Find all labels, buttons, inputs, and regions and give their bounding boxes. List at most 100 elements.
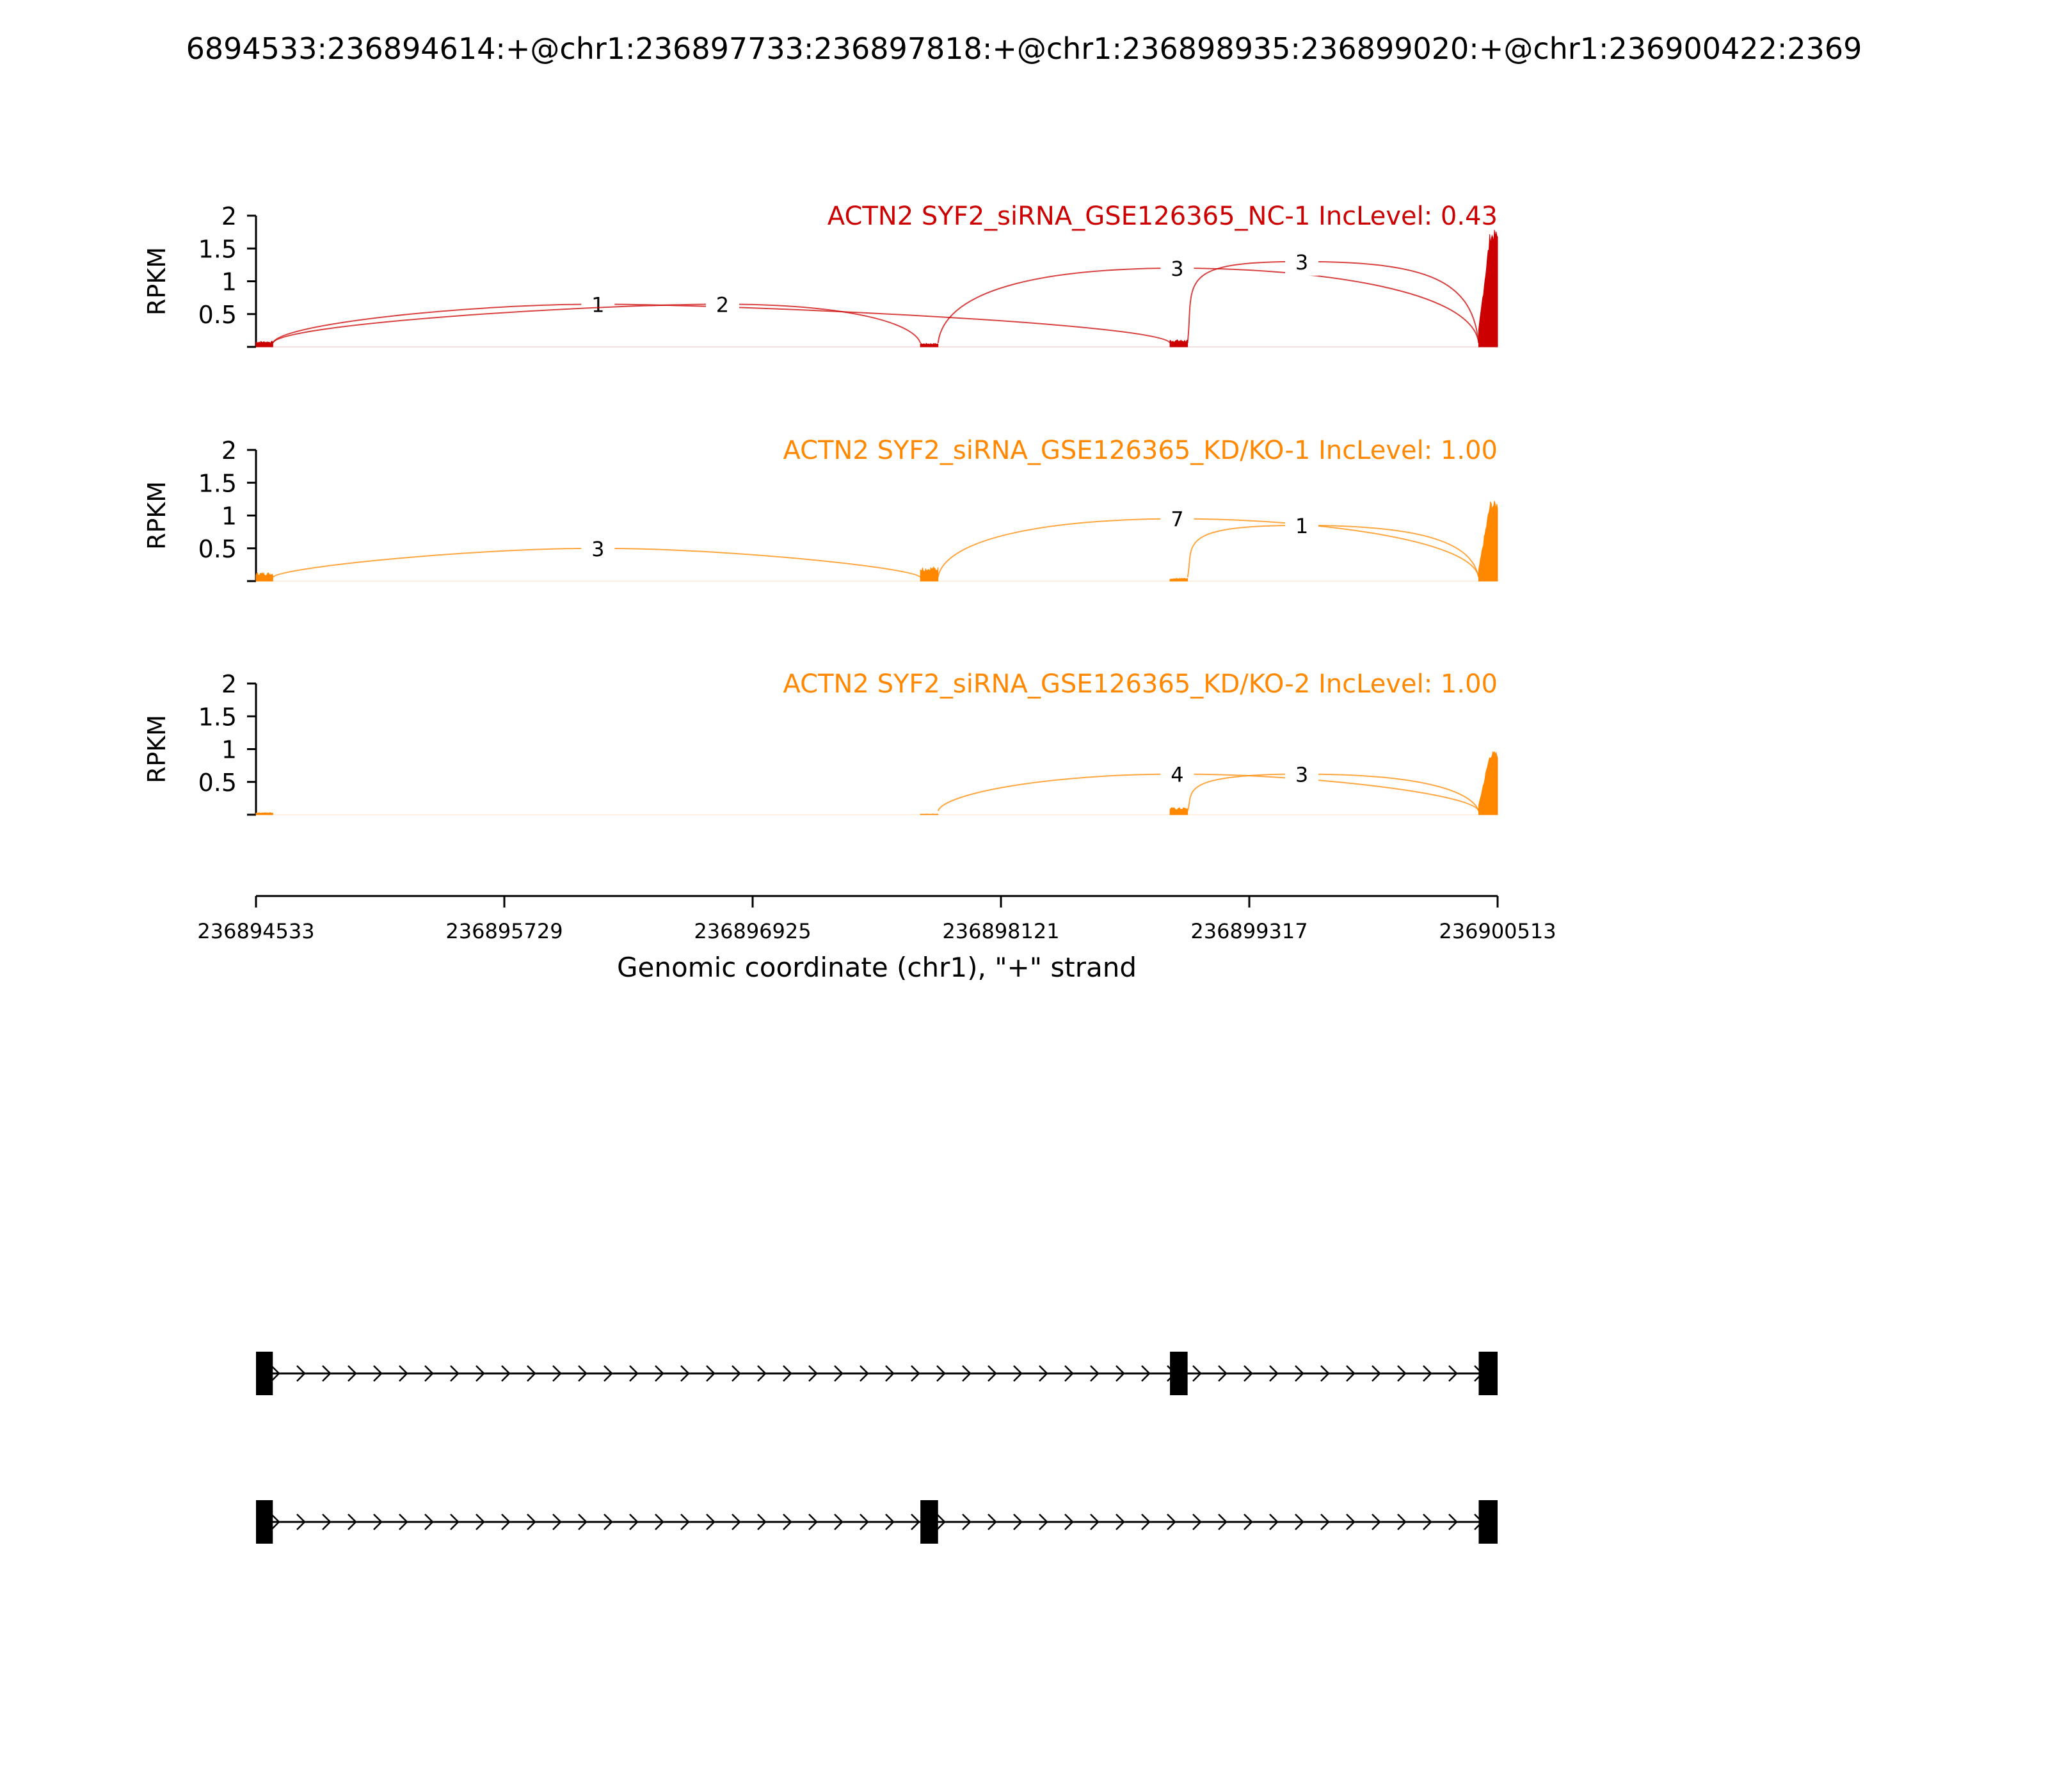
strand-arrow [476, 1365, 485, 1382]
x-axis: 236894533 236895729 236896925 236898121 2368… [197, 895, 1556, 983]
junction-count: 7 [1171, 508, 1183, 532]
strand-arrow [373, 1365, 383, 1382]
strand-arrow [834, 1514, 844, 1530]
coverage-exon-1 [255, 812, 273, 815]
junction-label-bg [1285, 247, 1319, 276]
y-tick-label: 2 [221, 202, 237, 230]
exon-block [256, 1500, 273, 1544]
coverage-exon-2 [920, 566, 939, 582]
junction-label-bg [1285, 511, 1319, 540]
strand-arrow [271, 1514, 280, 1530]
strand-arrow [1141, 1514, 1151, 1530]
coverage-exon-2 [920, 813, 939, 815]
junction-count: 2 [716, 292, 729, 317]
strand-arrow [1397, 1365, 1407, 1382]
strand-arrow [1064, 1514, 1074, 1530]
strand-arrow [629, 1365, 639, 1382]
strand-arrow [424, 1514, 434, 1530]
strand-arrow [1116, 1365, 1125, 1382]
strand-arrow [655, 1365, 664, 1382]
junction-count: 4 [1171, 762, 1183, 787]
strand-arrow [501, 1365, 511, 1382]
exon-block [1478, 1500, 1498, 1544]
strand-arrow [1013, 1365, 1023, 1382]
strand-arrow [1269, 1365, 1279, 1382]
strand-arrow [911, 1514, 920, 1530]
strand-arrow [399, 1365, 408, 1382]
strand-arrow [860, 1514, 869, 1530]
strand-arrow [885, 1514, 895, 1530]
junction-label-bg [1160, 254, 1194, 282]
junction-label-bg [705, 290, 739, 319]
track-title: ACTN2 SYF2_siRNA_GSE126365_KD/KO-2 IncLe… [783, 669, 1498, 699]
strand-arrow [962, 1514, 972, 1530]
strand-arrow [655, 1514, 664, 1530]
coverage-tracks: 0.5 1 1.5 2 RPKM ACTN2 SYF2_siRNA_GSE126365_N… [143, 202, 1498, 816]
strand-arrow [476, 1514, 485, 1530]
strand-arrow [1192, 1365, 1202, 1382]
junction-arc [272, 303, 1171, 344]
strand-arrow [1448, 1365, 1458, 1382]
junction-count: 3 [1171, 257, 1183, 281]
junction-arc [272, 303, 922, 344]
isoform-structures [256, 1352, 1498, 1544]
strand-arrow [578, 1514, 588, 1530]
strand-arrow [399, 1514, 408, 1530]
isoform-2 [256, 1500, 1498, 1544]
strand-arrow [296, 1514, 306, 1530]
x-tick-label: 236899317 [1190, 919, 1308, 943]
strand-arrow [757, 1365, 767, 1382]
strand-arrow [936, 1514, 946, 1530]
coverage-exon-4 [1478, 751, 1498, 815]
exon-block [1478, 1352, 1498, 1395]
strand-arrow [322, 1514, 332, 1530]
strand-arrow [322, 1365, 332, 1382]
strand-arrow [578, 1365, 588, 1382]
strand-arrow [552, 1365, 562, 1382]
strand-arrow [834, 1365, 844, 1382]
junction-arc [937, 518, 1480, 578]
y-tick-label: 2 [221, 436, 237, 465]
strand-arrow [1141, 1365, 1151, 1382]
strand-arrow [1372, 1514, 1381, 1530]
y-tick-label: 0.5 [198, 769, 237, 797]
strand-arrow [1397, 1514, 1407, 1530]
strand-arrow [885, 1365, 895, 1382]
track-2: 0.5 1 1.5 2 RPKM ACTN2 SYF2_siRNA_GSE126365_K… [143, 436, 1498, 582]
strand-arrow [527, 1365, 536, 1382]
track-title: ACTN2 SYF2_siRNA_GSE126365_KD/KO-1 IncLe… [783, 436, 1498, 465]
strand-arrow [1448, 1514, 1458, 1530]
junction-count: 1 [591, 292, 604, 317]
strand-arrow [604, 1514, 613, 1530]
strand-arrow [936, 1365, 946, 1382]
strand-arrow [271, 1365, 280, 1382]
strand-arrow [808, 1514, 818, 1530]
strand-arrow [1013, 1514, 1023, 1530]
strand-arrow [732, 1514, 741, 1530]
exon-block [1170, 1352, 1188, 1395]
x-tick-label: 236894533 [197, 919, 314, 943]
strand-arrow [1218, 1514, 1228, 1530]
junction-arc [1187, 524, 1480, 578]
strand-arrow [296, 1365, 306, 1382]
y-tick-label: 0.5 [198, 535, 237, 563]
strand-arrow [911, 1365, 920, 1382]
strand-arrow [1320, 1365, 1330, 1382]
junction-arc [937, 267, 1480, 344]
coverage-exon-4 [1478, 230, 1498, 348]
junction-label-bg [581, 534, 615, 563]
y-tick-label: 1.5 [198, 235, 237, 263]
coverage-exon-1 [255, 572, 273, 582]
strand-arrow [552, 1514, 562, 1530]
strand-arrow [1116, 1514, 1125, 1530]
strand-arrow [783, 1365, 792, 1382]
strand-arrow [527, 1514, 536, 1530]
coverage-exon-4 [1478, 500, 1498, 582]
strand-arrow [1423, 1514, 1432, 1530]
strand-arrow [783, 1514, 792, 1530]
x-tick-label: 236898121 [942, 919, 1059, 943]
strand-arrow [706, 1365, 716, 1382]
strand-arrow [1372, 1365, 1381, 1382]
exon-block [256, 1352, 273, 1395]
strand-arrow [706, 1514, 716, 1530]
